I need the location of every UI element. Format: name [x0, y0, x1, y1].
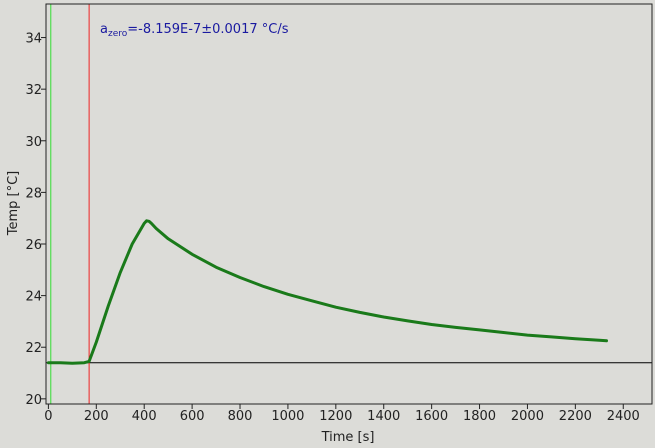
- slope-annotation: azero=-8.159E-7±0.0017 °C/s: [100, 22, 289, 39]
- annotation-subscript: zero: [108, 29, 128, 39]
- x-tick-label-400: 400: [132, 409, 157, 424]
- y-tick-label-32: 32: [25, 83, 42, 98]
- markers-layer: [46, 4, 652, 404]
- x-tick-label-1800: 1800: [463, 409, 496, 424]
- series-line-0: [46, 219, 608, 365]
- y-tick-label-22: 22: [25, 341, 42, 356]
- x-tick-label-1200: 1200: [319, 409, 352, 424]
- y-tick-label-30: 30: [25, 135, 42, 150]
- x-tick-label-800: 800: [228, 409, 253, 424]
- ticks-layer: 0 200 400 600 800 1000 1200 1400 1600 1800 2000 220…: [25, 32, 639, 424]
- x-tick-label-1600: 1600: [415, 409, 448, 424]
- x-tick-label-600: 600: [180, 409, 205, 424]
- x-tick-label-2400: 2400: [607, 409, 640, 424]
- y-tick-label-28: 28: [25, 186, 42, 201]
- y-tick-label-24: 24: [25, 290, 42, 305]
- series-layer: [46, 219, 608, 365]
- y-axis-label: Temp [°C]: [6, 171, 21, 237]
- frame-layer: [45, 3, 653, 405]
- x-tick-label-1400: 1400: [367, 409, 400, 424]
- y-tick-label-34: 34: [25, 32, 42, 47]
- y-tick-label-26: 26: [25, 238, 42, 253]
- annotation-value: =-8.159E-7±0.0017 °C/s: [127, 22, 288, 37]
- x-tick-label-1000: 1000: [271, 409, 304, 424]
- x-tick-label-200: 200: [84, 409, 109, 424]
- x-tick-label-2000: 2000: [511, 409, 544, 424]
- plot-frame: [45, 3, 653, 405]
- y-tick-label-20: 20: [25, 393, 42, 408]
- x-tick-label-2200: 2200: [559, 409, 592, 424]
- x-tick-label-0: 0: [44, 409, 52, 424]
- x-axis-label: Time [s]: [321, 430, 375, 445]
- annotation-base: a: [100, 22, 108, 37]
